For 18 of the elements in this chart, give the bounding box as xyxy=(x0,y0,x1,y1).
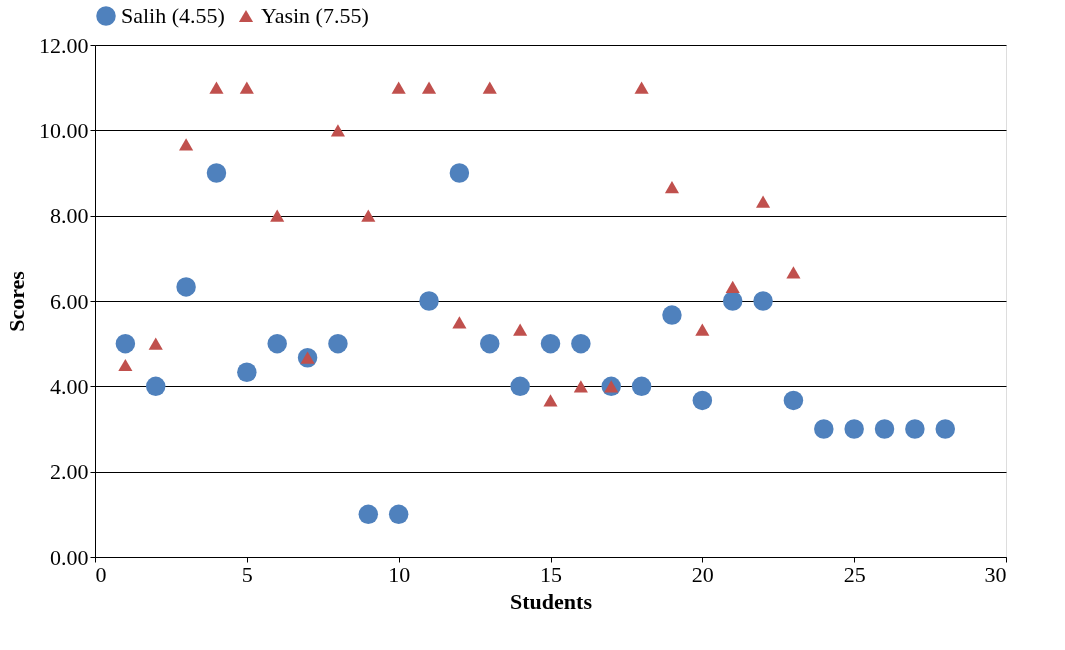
y-tick-label: 0.00 xyxy=(50,544,89,570)
x-tick-label: 25 xyxy=(843,561,866,587)
x-tick-label: 0 xyxy=(95,561,107,587)
x-tick-label: 10 xyxy=(388,561,411,587)
legend-label: Salih (4.55) xyxy=(121,3,225,28)
x-tick-label: 5 xyxy=(241,561,253,587)
y-tick-label: 10.00 xyxy=(39,117,89,143)
x-tick-label: 20 xyxy=(691,561,714,587)
x-axis-title: Students xyxy=(510,588,593,614)
legend-label: Yasin (7.55) xyxy=(261,3,369,28)
y-tick-label: 12.00 xyxy=(39,32,89,58)
x-tick-label: 15 xyxy=(540,561,562,587)
y-axis-title: Scores xyxy=(4,270,29,332)
y-tick-label: 2.00 xyxy=(50,459,89,485)
y-tick-label: 4.00 xyxy=(50,373,89,399)
x-tick-label: 30 xyxy=(984,561,1007,587)
y-tick-label: 8.00 xyxy=(50,203,89,229)
y-tick-label: 6.00 xyxy=(50,288,89,314)
